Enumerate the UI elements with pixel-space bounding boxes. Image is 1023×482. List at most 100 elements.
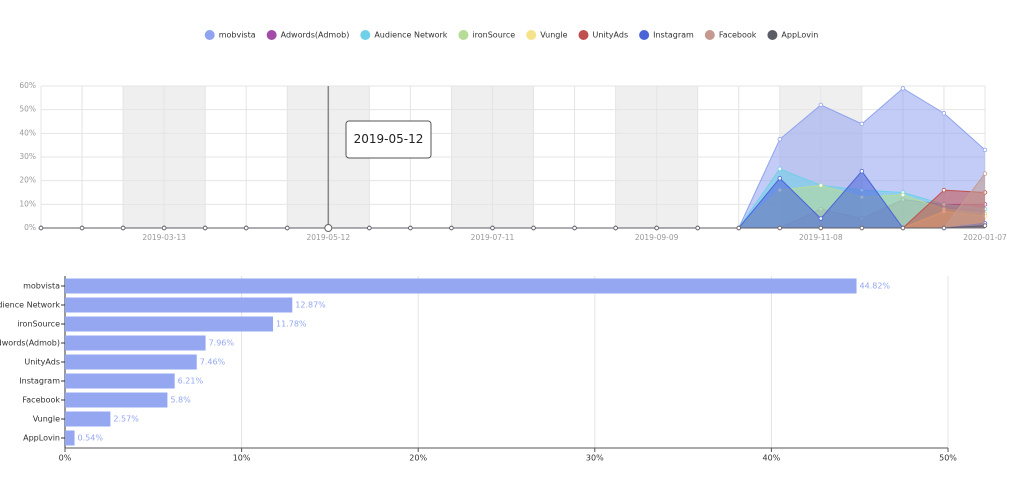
point (161, 225, 167, 231)
value-label: 0.54% (78, 434, 104, 443)
point (818, 102, 824, 108)
y-tick-label: mobvista (23, 282, 60, 291)
value-label: 6.21% (178, 377, 204, 386)
bar (65, 373, 175, 389)
y-tick-label: 40% (19, 128, 36, 137)
y-tick-label: 60% (19, 81, 36, 90)
x-tick-label: 2019-11-08 (799, 233, 843, 242)
point (449, 225, 454, 231)
y-tick-label: Instagram (19, 377, 60, 386)
y-tick-label: Vungle (33, 415, 60, 424)
legend-label: mobvista (219, 31, 256, 40)
legend-label: Instagram (653, 31, 694, 40)
legend-label: Adwords(Admob) (281, 31, 350, 40)
point (777, 225, 782, 231)
point (367, 225, 372, 231)
legend-marker (360, 30, 371, 40)
point (777, 176, 782, 181)
bar (65, 354, 197, 370)
legend-marker (204, 30, 215, 40)
x-tick-label: 2019-03-13 (142, 233, 186, 242)
point (982, 223, 988, 228)
tooltip-box (345, 120, 432, 159)
point (941, 187, 947, 193)
legend-label: ironSource (472, 31, 515, 40)
point (859, 225, 865, 231)
value-label: 2.57% (113, 415, 139, 424)
point (244, 225, 249, 231)
point (941, 111, 947, 116)
point (818, 216, 824, 221)
y-tick-label: UnityAds (24, 358, 60, 367)
point (38, 225, 44, 231)
legend-marker (578, 30, 589, 40)
bar (65, 316, 274, 332)
y-tick-label: 20% (19, 176, 36, 185)
bar (65, 392, 168, 408)
legend-marker (639, 30, 650, 40)
x-tick-label: 0% (59, 454, 72, 463)
bar (65, 297, 293, 313)
legend-marker (266, 30, 277, 40)
legend-marker (458, 30, 469, 40)
point (859, 168, 865, 174)
point (777, 137, 782, 142)
point (859, 121, 865, 127)
value-label: 11.78% (276, 320, 307, 329)
legend-label: AppLovin (781, 31, 818, 40)
point (490, 225, 495, 231)
point (572, 225, 577, 231)
y-tick-label: 10% (19, 199, 36, 208)
value-label: 44.82% (860, 282, 891, 291)
legend-marker (704, 30, 715, 40)
y-tick-label: AppLovin (23, 434, 60, 443)
point (285, 225, 290, 231)
y-tick-label: Facebook (22, 396, 60, 405)
value-label: 7.46% (200, 358, 226, 367)
value-label: 12.87% (295, 301, 326, 310)
point (654, 225, 659, 231)
point (531, 225, 536, 231)
point (941, 225, 947, 231)
y-tick-label: Audience Network (0, 301, 60, 310)
y-tick-label: 50% (19, 105, 36, 114)
x-tick-label: 30% (586, 454, 604, 463)
point (900, 86, 906, 91)
point (120, 225, 126, 231)
bar (65, 430, 75, 446)
point (900, 225, 906, 231)
x-tick-label: 2019-09-09 (635, 233, 679, 242)
legend-marker (526, 30, 537, 40)
x-tick-label: 10% (233, 454, 251, 463)
legend-marker (767, 30, 778, 40)
point (695, 225, 700, 231)
point (613, 225, 618, 231)
legend-label: Vungle (540, 31, 567, 40)
x-tick-label: 2020-01-07 (963, 233, 1007, 242)
point (982, 171, 988, 176)
x-tick-label: 2019-05-12 (307, 233, 351, 242)
line (41, 225, 986, 229)
y-tick-label: ironSource (17, 320, 60, 329)
x-tick-label: 50% (939, 454, 957, 463)
point (79, 225, 85, 231)
x-tick-label: 20% (409, 454, 427, 463)
y-tick-label: 30% (19, 152, 36, 161)
point (736, 225, 741, 231)
pointer-dot (324, 224, 333, 232)
area (41, 171, 985, 228)
legend-label: Audience Network (374, 31, 447, 40)
bar (65, 278, 857, 294)
point (408, 225, 413, 231)
x-tick-label: 2019-07-11 (471, 233, 515, 242)
legend-label: UnityAds (593, 31, 629, 40)
point (777, 166, 782, 172)
y-tick-label: 0% (24, 223, 36, 232)
legend-label: Facebook (719, 31, 757, 40)
y-tick-label: Adwords(Admob) (0, 339, 60, 348)
point (818, 183, 824, 188)
tooltip-text: 2019-05-12 (354, 132, 424, 146)
point (982, 147, 988, 153)
point (818, 225, 824, 231)
